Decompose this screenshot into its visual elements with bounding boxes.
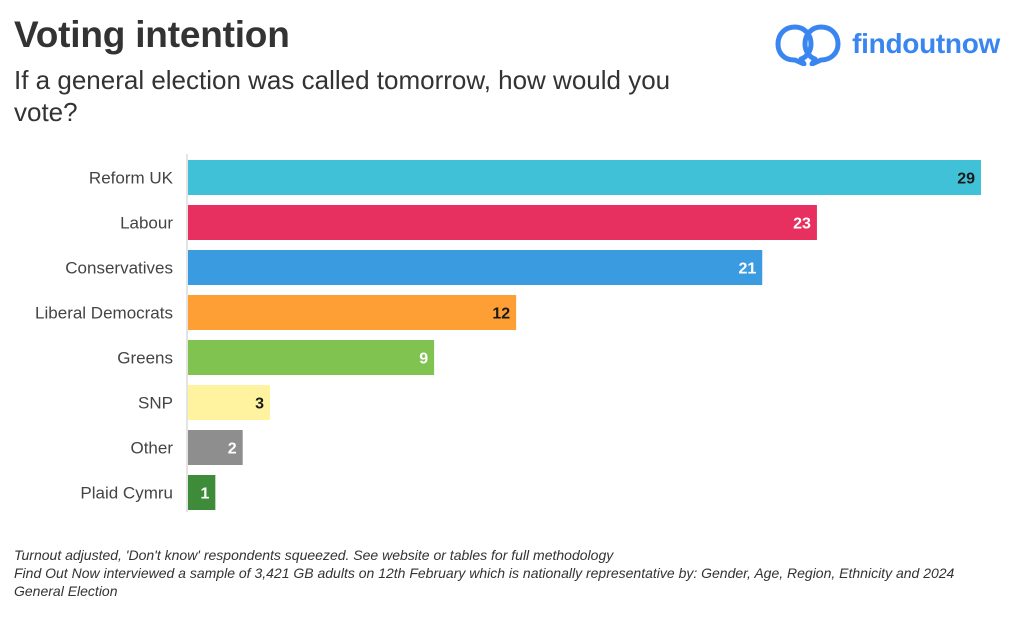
category-label: Conservatives [65, 259, 173, 278]
category-label: Liberal Democrats [35, 304, 173, 323]
data-label: 21 [738, 261, 756, 278]
footnote: Turnout adjusted, 'Don't know' responden… [14, 546, 1004, 600]
bar [188, 475, 216, 510]
data-label: 2 [228, 441, 237, 458]
bar [188, 250, 763, 285]
category-label: SNP [138, 394, 173, 413]
data-label: 23 [793, 216, 811, 233]
footnote-line-2: Find Out Now interviewed a sample of 3,4… [14, 565, 955, 599]
category-label: Other [130, 439, 173, 458]
data-label: 1 [200, 486, 209, 503]
category-label: Reform UK [89, 169, 174, 188]
data-label: 29 [957, 171, 975, 188]
category-label: Greens [117, 349, 173, 368]
data-label: 9 [419, 351, 428, 368]
category-label: Plaid Cymru [80, 484, 173, 503]
bar [188, 430, 243, 465]
data-label: 3 [255, 396, 264, 413]
data-label: 12 [492, 306, 510, 323]
bar [188, 205, 817, 240]
chart-title: Voting intention [14, 14, 290, 55]
bar [188, 340, 435, 375]
chart-subtitle: If a general election was called tomorro… [14, 65, 671, 127]
brand-name: findoutnow [852, 28, 1000, 59]
bar [188, 160, 981, 195]
brand-logo: findoutnow [774, 22, 1000, 66]
bar [188, 295, 517, 330]
footnote-line-1: Turnout adjusted, 'Don't know' responden… [14, 547, 614, 563]
chat-bubbles-icon [775, 24, 841, 66]
category-label: Labour [120, 214, 173, 233]
bar [188, 385, 271, 420]
